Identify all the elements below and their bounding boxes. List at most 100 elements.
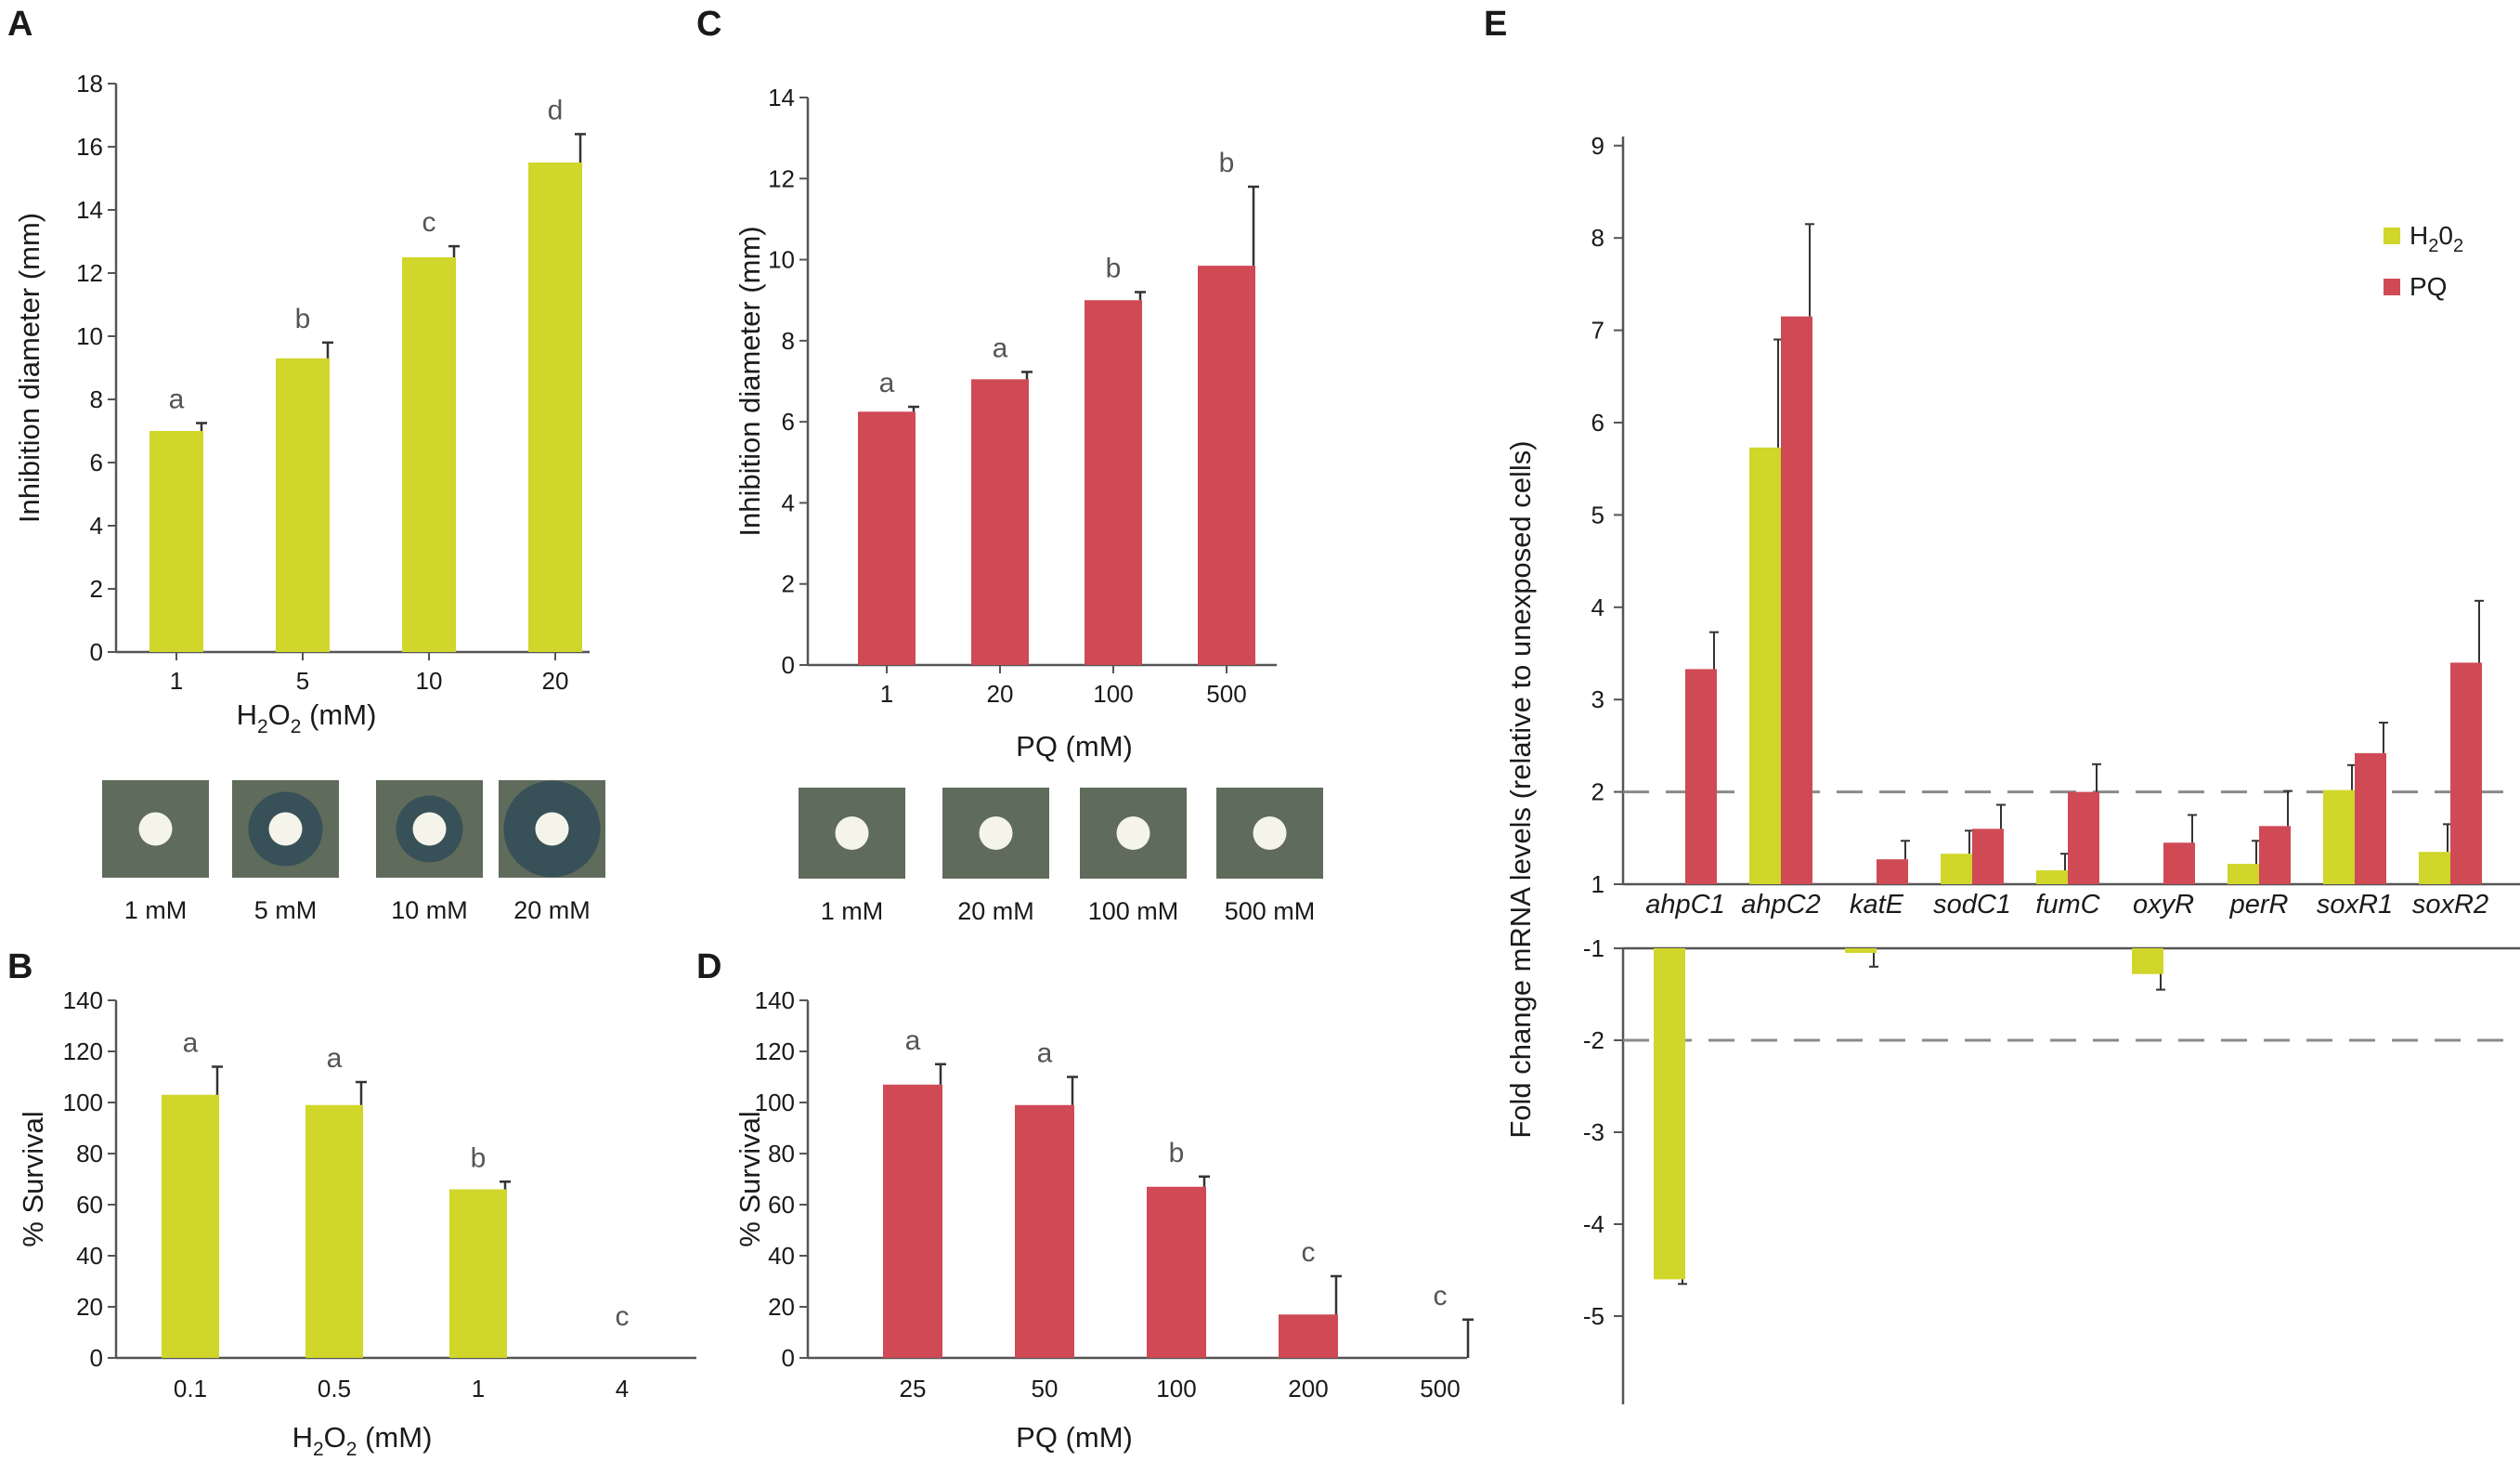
chart-d-ylabel: % Survival — [734, 1111, 766, 1246]
panel-c-plate-disk — [1253, 816, 1287, 850]
chart-e-category-label: ahpC2 — [1741, 890, 1820, 920]
chart-b-y-tick-label: 80 — [76, 1140, 103, 1167]
chart-a-x-tick-label: 20 — [542, 667, 569, 695]
chart-a-bar — [149, 431, 203, 652]
chart-b-y-tick-label: 100 — [63, 1089, 103, 1116]
panel-a-plate-label: 5 mM — [254, 896, 318, 924]
chart-b-x-tick-label: 1 — [472, 1375, 485, 1402]
chart-e-y-tick-label: 3 — [1591, 685, 1604, 713]
chart-a-sig-label: d — [548, 95, 564, 125]
chart-b-sig-label: a — [327, 1043, 343, 1074]
panel-c-plate-disk — [979, 816, 1013, 850]
panel-c-plate-disk — [835, 816, 869, 850]
chart-b-bar — [449, 1189, 507, 1358]
chart-b-x-tick-label: 0.1 — [174, 1375, 207, 1402]
chart-a-bar — [276, 358, 330, 652]
legend-swatch-h2o2 — [2384, 228, 2400, 244]
chart-d-bar — [1279, 1314, 1338, 1358]
chart-e-bar-pq — [2450, 662, 2482, 884]
chart-d-sig-label: c — [1302, 1237, 1316, 1268]
chart-e-y-tick-label: 2 — [1591, 778, 1604, 806]
chart-a-ylabel: Inhibition diameter (mm) — [13, 213, 45, 523]
chart-e-bar-pq — [1781, 316, 1812, 884]
chart-a-y-tick-label: 2 — [90, 575, 103, 603]
chart-c-y-tick-label: 4 — [782, 489, 795, 516]
chart-c-y-tick-label: 14 — [768, 84, 795, 111]
chart-a-x-tick-label: 5 — [296, 667, 309, 695]
chart-d-sig-label: a — [905, 1025, 921, 1056]
chart-c-sig-label: a — [879, 368, 895, 398]
chart-e-bar-pq — [1685, 669, 1717, 884]
chart-a-y-tick-label: 12 — [76, 259, 103, 287]
panel-a-plate-label: 1 mM — [124, 896, 188, 924]
chart-e-bar-h2o2 — [1845, 948, 1877, 953]
chart-e-bar-pq — [1972, 828, 2004, 884]
chart-a-bar — [528, 163, 582, 652]
chart-b-y-tick-label: 20 — [76, 1293, 103, 1321]
chart-c-x-tick-label: 100 — [1093, 680, 1133, 708]
chart-a-y-tick-label: 14 — [76, 196, 103, 224]
chart-b-x-tick-label: 4 — [616, 1375, 629, 1402]
chart-e-y-tick-label: -3 — [1583, 1118, 1604, 1146]
chart-a-x-tick-label: 10 — [416, 667, 443, 695]
legend-label-h2o2: H202 — [2410, 221, 2463, 256]
panel-a-plate-label: 10 mM — [391, 896, 468, 924]
chart-d: 0 20 40 60 80 100 120 140 % Survival a 25 a 50 b 100 c 2… — [734, 986, 1474, 1454]
chart-b-y-tick-label: 120 — [63, 1037, 103, 1065]
panel-a-plate-label: 20 mM — [513, 896, 591, 924]
chart-c-y-tick-label: 12 — [768, 164, 795, 192]
chart-e-y-tick-label: 6 — [1591, 409, 1604, 437]
chart-e-y-tick-label: 8 — [1591, 224, 1604, 252]
chart-a-y-tick-label: 10 — [76, 322, 103, 350]
chart-c-y-tick-label: 2 — [782, 570, 795, 598]
chart-e-y-tick-label: 4 — [1591, 594, 1604, 621]
chart-e-bar-pq — [2163, 842, 2195, 884]
chart-a-sig-label: c — [422, 207, 436, 238]
chart-e-category-label: soxR1 — [2317, 890, 2393, 920]
panel-c-plate-label: 1 mM — [821, 897, 884, 925]
chart-b-sig-label: c — [616, 1301, 630, 1332]
panel-c-plate-label: 20 mM — [957, 897, 1034, 925]
chart-b: 0 20 40 60 80 100 120 140 % Survival a 0.1 a 0.5 b 1 c 4 — [17, 986, 696, 1402]
chart-e-bar-h2o2 — [2323, 789, 2355, 884]
chart-c-bar — [858, 411, 916, 665]
chart-a-x-tick-label: 1 — [170, 667, 183, 695]
chart-c-y-tick-label: 6 — [782, 408, 795, 436]
chart-b-y-tick-label: 0 — [90, 1344, 103, 1372]
chart-e-bar-h2o2 — [1654, 948, 1685, 1280]
chart-a-sig-label: a — [169, 385, 185, 415]
legend-label-pq: PQ — [2410, 272, 2447, 301]
chart-c-sig-label: a — [993, 333, 1008, 363]
chart-c-x-tick-label: 20 — [987, 680, 1014, 708]
chart-e-bar-h2o2 — [1749, 447, 1781, 884]
panel-letter-c: C — [696, 5, 721, 44]
chart-e-bar-h2o2 — [2419, 852, 2450, 884]
chart-e-bar-pq — [2355, 752, 2386, 884]
chart-d-y-tick-label: 60 — [768, 1191, 795, 1219]
chart-e-bar-h2o2 — [2228, 864, 2259, 884]
chart-c-y-tick-label: 8 — [782, 327, 795, 355]
chart-d-sig-label: b — [1169, 1138, 1185, 1168]
chart-e-category-label: fumC — [2035, 890, 2100, 920]
chart-b-sig-label: b — [471, 1142, 487, 1173]
chart-c-bar — [1085, 300, 1142, 665]
legend-swatch-pq — [2384, 279, 2400, 295]
chart-a: 0 2 4 6 8 10 12 14 16 18 Inhibition diameter (mm) a… — [13, 70, 590, 695]
chart-a-sig-label: b — [295, 304, 311, 334]
chart-e-category-label: sodC1 — [1933, 890, 2011, 920]
chart-b-bar — [305, 1104, 363, 1358]
chart-e-y-tick-label: 9 — [1591, 132, 1604, 160]
chart-d-x-tick-label: 100 — [1156, 1375, 1196, 1402]
chart-c-bar — [971, 379, 1029, 665]
chart-d-sig-label: c — [1434, 1281, 1448, 1311]
chart-c-ylabel: Inhibition diameter (mm) — [734, 226, 766, 536]
chart-d-x-tick-label: 200 — [1288, 1375, 1328, 1402]
panel-a-plate-disk — [138, 812, 173, 846]
panel-a-plate-disk — [535, 812, 569, 846]
chart-c-sig-label: b — [1219, 148, 1235, 178]
chart-a-y-tick-label: 4 — [90, 512, 103, 540]
chart-e-y-tick-label: 5 — [1591, 501, 1604, 528]
chart-e-category-label: perR — [2229, 890, 2289, 920]
plates-c: 1 mM 20 mM 100 mM 500 mM — [799, 788, 1323, 925]
chart-d-y-tick-label: 0 — [782, 1344, 795, 1372]
